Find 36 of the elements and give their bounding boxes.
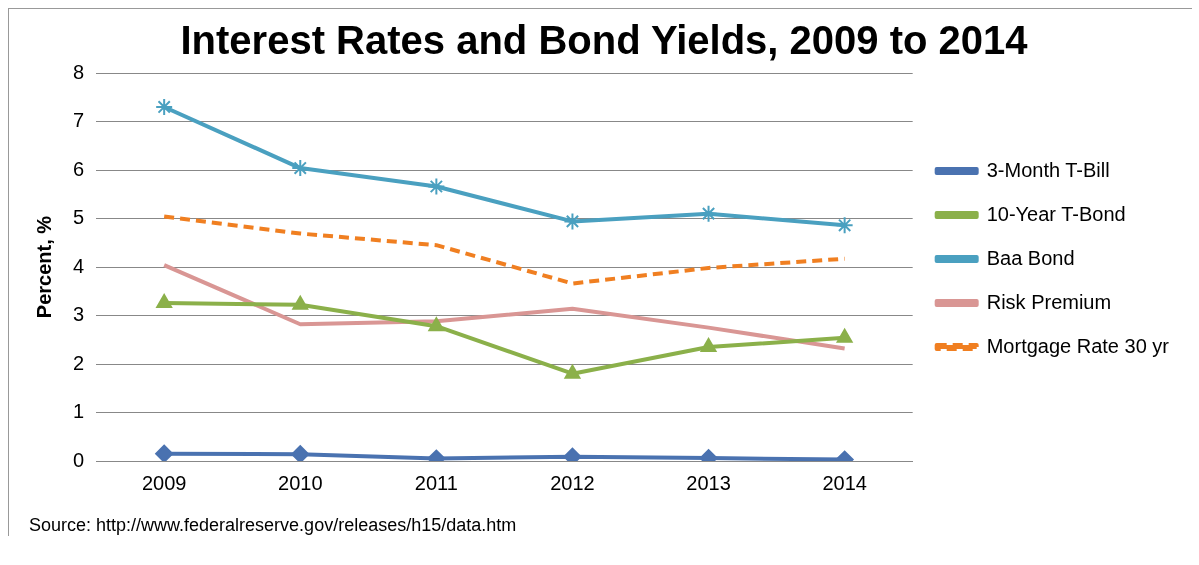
y-axis-title: Percent, % xyxy=(32,215,55,319)
legend-label: Baa Bond xyxy=(986,246,1075,269)
x-tick-label: 2014 xyxy=(822,471,867,494)
point xyxy=(836,328,853,343)
y-tick-label: 2 xyxy=(73,351,85,374)
point xyxy=(428,317,445,332)
y-tick-label: 0 xyxy=(73,448,85,471)
legend-label: Mortgage Rate 30 yr xyxy=(986,334,1170,357)
y-tick-label: 5 xyxy=(73,206,85,229)
point xyxy=(291,445,310,461)
point xyxy=(155,444,174,461)
y-tick-label: 1 xyxy=(73,400,85,423)
x-tick-label: 2010 xyxy=(278,471,323,494)
legend-label: 3-Month T-Bill xyxy=(986,158,1110,181)
point xyxy=(156,293,173,308)
x-tick-label: 2011 xyxy=(414,471,458,494)
x-tick-label: 2012 xyxy=(550,471,595,494)
source-note: Source: http://www.federalreserve.gov/releases/h15/data.htm xyxy=(29,515,518,536)
point xyxy=(155,97,174,116)
point xyxy=(699,204,718,223)
x-tick-label: 2009 xyxy=(141,471,187,494)
y-tick-label: 8 xyxy=(73,60,85,83)
x-tick-label: 2013 xyxy=(686,471,731,494)
point xyxy=(835,216,854,235)
y-tick-label: 7 xyxy=(73,109,85,132)
y-tick-label: 3 xyxy=(73,303,85,326)
point xyxy=(700,338,717,353)
legend-label: Risk Premium xyxy=(986,290,1112,313)
point xyxy=(292,295,309,310)
y-tick-label: 4 xyxy=(73,254,85,277)
line-series xyxy=(162,214,847,286)
point xyxy=(564,364,581,379)
legend-label: 10-Year T-Bond xyxy=(986,202,1126,225)
chart-title: Interest Rates and Bond Yields, 2009 to 2014 xyxy=(180,18,1029,63)
y-tick-label: 6 xyxy=(73,157,85,180)
point xyxy=(427,177,446,196)
